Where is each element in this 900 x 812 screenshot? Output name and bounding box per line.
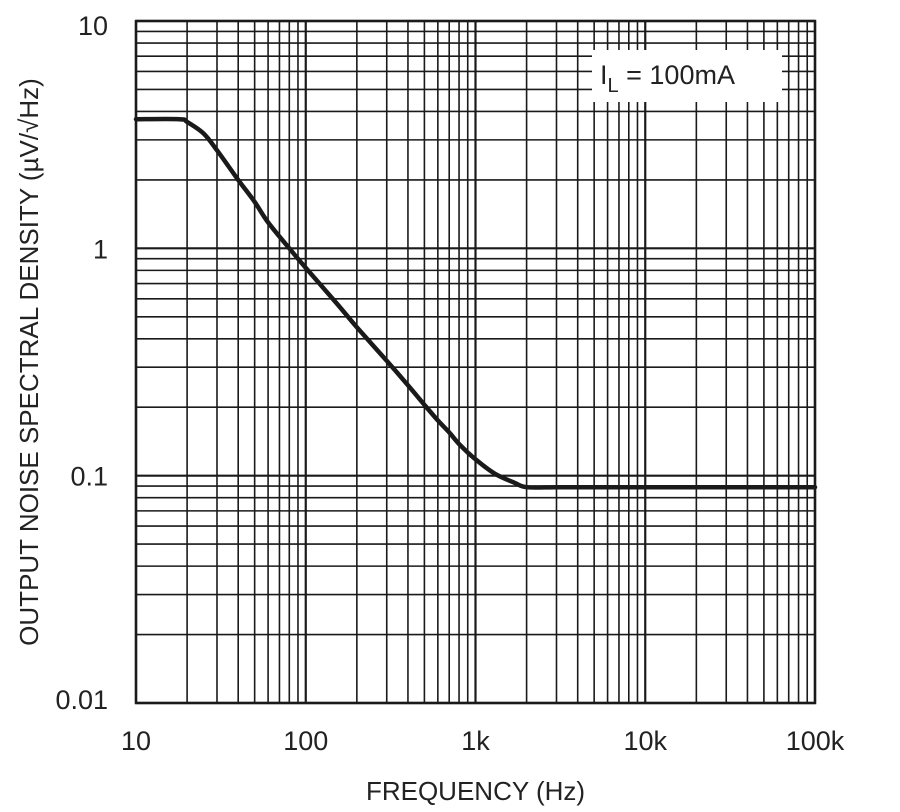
x-tick-label: 1k bbox=[461, 726, 490, 756]
y-tick-label: 0.1 bbox=[70, 462, 108, 492]
y-tick-label: 0.01 bbox=[55, 685, 108, 715]
x-tick-label: 10 bbox=[121, 726, 151, 756]
y-tick-label: 1 bbox=[93, 234, 108, 264]
x-axis-title: FREQUENCY (Hz) bbox=[366, 776, 585, 806]
noise-density-curve bbox=[133, 116, 818, 490]
annotation-value: = 100mA bbox=[619, 60, 735, 90]
minor-grid bbox=[136, 21, 815, 703]
annotation-symbol: I bbox=[600, 60, 608, 90]
y-tick-labels: 0.01 0.1 1 10 bbox=[55, 11, 108, 715]
annotation-background bbox=[592, 50, 782, 102]
current-annotation: IL = 100mA bbox=[592, 50, 782, 102]
series-group bbox=[133, 116, 818, 490]
x-tick-label: 10k bbox=[623, 726, 667, 756]
x-tick-labels: 10 100 1k 10k 100k bbox=[121, 726, 845, 756]
annotation-text: IL = 100mA bbox=[600, 60, 735, 97]
y-tick-label: 10 bbox=[78, 11, 108, 41]
plot-frame bbox=[134, 19, 817, 705]
y-axis-title: OUTPUT NOISE SPECTRAL DENSITY (µV/√Hz) bbox=[14, 78, 44, 646]
x-tick-label: 100k bbox=[786, 726, 845, 756]
annotation-subscript: L bbox=[608, 75, 619, 97]
x-tick-label: 100 bbox=[283, 726, 328, 756]
